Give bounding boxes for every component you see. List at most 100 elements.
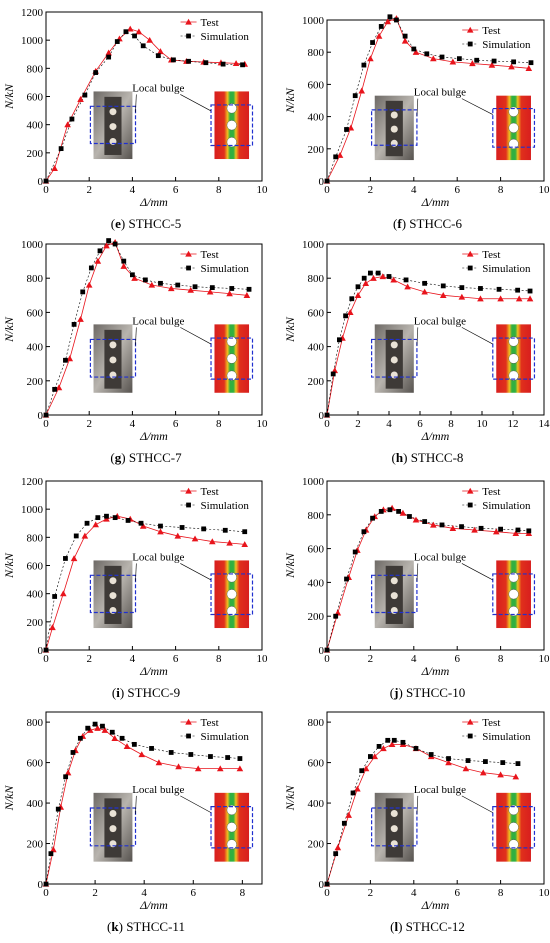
simulation-point xyxy=(456,56,462,62)
simulation-point xyxy=(459,285,465,291)
local-bulge-label: Local bulge xyxy=(132,551,184,563)
y-tick-label: 1000 xyxy=(302,239,325,251)
simulation-line xyxy=(45,240,250,416)
bulge-leader-fem xyxy=(180,94,212,112)
test-point xyxy=(469,60,476,67)
y-tick-label: 200 xyxy=(27,839,44,851)
simulation-point xyxy=(324,178,330,184)
simulation-point xyxy=(370,40,375,45)
test-point xyxy=(525,65,533,71)
y-tick-label: 600 xyxy=(308,307,325,319)
test-point xyxy=(120,262,128,269)
test-point xyxy=(64,121,71,128)
fem-hole xyxy=(226,572,237,583)
simulation-point xyxy=(385,737,391,743)
test-point xyxy=(362,765,370,772)
test-point xyxy=(146,36,153,43)
x-tick-label: 6 xyxy=(173,418,179,430)
bulge-leader-fem xyxy=(461,563,493,581)
simulation-point xyxy=(237,756,243,761)
caption-open: ( xyxy=(390,919,394,934)
x-tick-label: 6 xyxy=(173,653,179,665)
test-point xyxy=(508,63,515,70)
test-point xyxy=(139,522,147,529)
simulation-point xyxy=(71,321,77,327)
y-tick-label: 0 xyxy=(319,176,325,188)
test-point xyxy=(236,765,244,772)
test-line xyxy=(326,743,516,885)
x-tick-label: 12 xyxy=(508,418,519,430)
chart-panel-k: 0 2 4 6 8 0 200 400 600 800 Δ/mm N/kN Local bulge Tes… xyxy=(2,711,263,934)
simulation-point xyxy=(446,756,451,761)
y-axis-label: N/kN xyxy=(2,552,16,579)
panel-caption: (g) STHCC-7 xyxy=(110,450,182,465)
simulation-point xyxy=(359,768,365,774)
simulation-point xyxy=(370,515,375,521)
legend: Test Simulation xyxy=(462,486,531,512)
y-tick-label: 400 xyxy=(308,112,325,124)
y-tick-label: 1000 xyxy=(21,504,44,516)
simulation-point xyxy=(208,754,213,759)
simulation-point xyxy=(527,288,533,294)
test-point xyxy=(477,295,484,302)
fem-hole xyxy=(508,106,519,117)
test-point xyxy=(354,785,361,792)
simulation-point xyxy=(186,33,191,39)
x-tick-label: 4 xyxy=(130,653,136,665)
x-tick-label: 8 xyxy=(216,653,222,665)
simulation-point xyxy=(171,57,176,63)
y-tick-label: 800 xyxy=(27,63,44,75)
x-tick-label: 0 xyxy=(43,653,49,665)
test-line xyxy=(45,241,247,416)
test-point xyxy=(243,292,251,298)
test-point xyxy=(479,769,487,776)
simulation-point xyxy=(82,92,88,98)
test-point xyxy=(191,535,199,542)
local-bulge-label: Local bulge xyxy=(414,784,466,796)
test-point xyxy=(367,55,374,62)
test-point xyxy=(111,735,119,741)
legend-test-label: Test xyxy=(482,717,500,729)
x-axis-label: Δ/mm xyxy=(421,664,450,678)
simulation-point xyxy=(186,733,191,739)
test-point xyxy=(185,18,192,25)
y-tick-label: 0 xyxy=(319,645,325,657)
simulation-point xyxy=(175,282,181,288)
legend-simulation-label: Simulation xyxy=(482,731,531,743)
simulation-point xyxy=(350,790,356,796)
bulge-box-photo xyxy=(371,574,418,614)
bulge-box-fem xyxy=(210,805,254,849)
caption-open: ( xyxy=(112,685,116,700)
simulation-point xyxy=(73,533,79,539)
x-tick-label: 4 xyxy=(411,887,417,899)
caption-letter: i xyxy=(116,685,120,700)
x-tick-label: 2 xyxy=(86,653,92,665)
y-tick-label: 800 xyxy=(27,532,44,544)
chart-panel-j: 0 2 4 6 8 10 0 200 400 600 800 1000 Δ/mm N/kN Local bu… xyxy=(283,476,550,700)
simulation-point xyxy=(361,275,367,281)
simulation-point xyxy=(324,881,330,887)
simulation-point xyxy=(188,752,194,757)
x-tick-label: 4 xyxy=(130,418,136,430)
y-tick-label: 600 xyxy=(27,561,44,573)
simulation-point xyxy=(352,93,358,99)
y-tick-label: 200 xyxy=(308,839,325,851)
legend: Test Simulation xyxy=(180,17,249,43)
chart-panel-l: 0 2 4 6 8 10 0 200 400 600 800 Δ/mm N/kN Local bulge T… xyxy=(283,711,550,934)
x-axis-label: Δ/mm xyxy=(139,429,168,443)
specimen-photo xyxy=(93,91,133,160)
fem-hole xyxy=(226,353,237,364)
y-tick-label: 400 xyxy=(308,577,325,589)
legend-simulation-label: Simulation xyxy=(201,731,250,743)
simulation-point xyxy=(528,60,534,66)
caption-open: ( xyxy=(390,685,394,700)
test-point xyxy=(466,487,474,494)
caption-open: ( xyxy=(107,919,111,934)
test-point xyxy=(174,532,182,539)
simulation-point xyxy=(142,277,148,283)
caption-letter: h xyxy=(396,450,404,465)
y-axis-label: N/kN xyxy=(2,83,16,110)
simulation-point xyxy=(333,154,339,160)
simulation-point xyxy=(368,754,373,759)
simulation-point xyxy=(222,527,228,533)
